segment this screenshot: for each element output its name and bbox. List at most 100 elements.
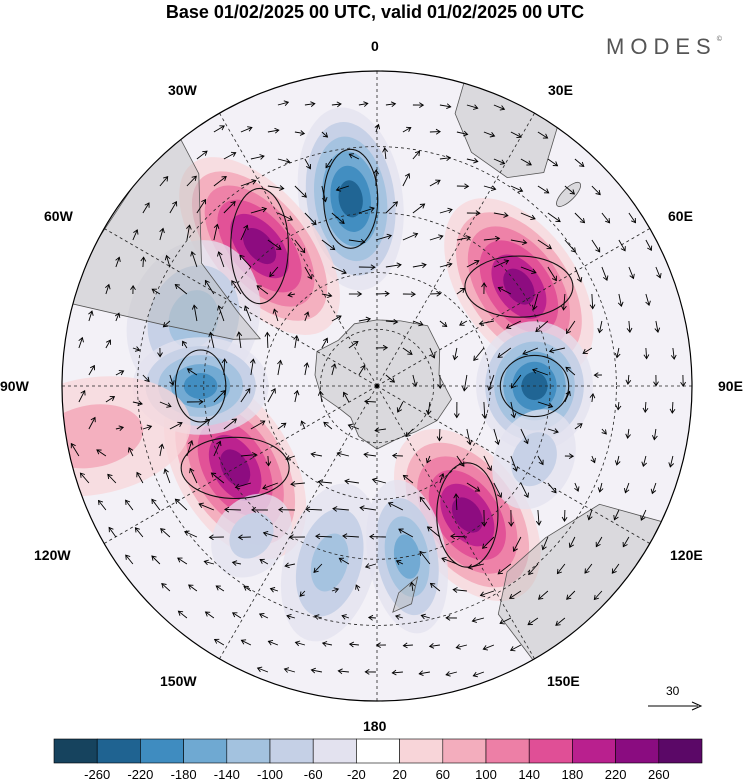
wind-arrow [510,401,517,419]
anomaly-contour [180,436,290,500]
wind-arrow [560,293,567,311]
wind-arrow [582,347,593,354]
anomaly-contour [436,462,499,568]
wind-arrow [237,534,251,541]
wind-arrow [615,401,622,411]
meridian-line [376,113,535,387]
brand-logo: MODES© [606,34,722,60]
wind-arrow [162,320,171,328]
wind-arrow [217,251,225,268]
wind-arrow [331,266,347,275]
wind-arrow [402,347,413,355]
wind-arrow [262,530,279,538]
meridian-line [219,385,378,659]
anomaly-contour [323,148,379,249]
wind-arrow [412,102,425,108]
wind-arrow [367,614,376,621]
wind-arrow [321,185,328,203]
wind-arrow [231,280,242,295]
wind-arrow [466,482,481,492]
wind-arrow [535,320,549,333]
wind-arrow [537,185,550,194]
wind-arrow [537,401,554,409]
wind-arrow [402,232,419,241]
wind-arrow [375,344,389,351]
wind-arrow [272,308,279,322]
wind-arrow [589,393,596,403]
wind-arrow [402,126,412,133]
wind-arrow [243,305,252,322]
wind-arrow [105,339,112,349]
wind-arrow [96,449,107,457]
anomaly-level [338,180,363,218]
wind-arrow [115,370,125,376]
colorbar-segment [269,738,314,764]
wind-arrow [455,643,468,650]
wind-arrow [655,266,662,279]
lon-label-120e: 120E [670,547,703,563]
wind-arrow [584,563,593,574]
wind-arrow [186,439,194,457]
wind-arrow [429,234,444,241]
wind-arrow [668,455,675,468]
wind-arrow [331,587,340,593]
wind-arrow [317,479,332,485]
wind-arrow [305,506,322,513]
anomaly-contour [230,187,289,305]
wind-arrow [163,468,171,484]
wind-arrow [481,509,488,527]
wind-arrow [566,320,576,335]
colorbar-segment [53,738,98,764]
wind-arrow [439,320,448,328]
wind-arrow [105,396,116,403]
wind-arrow [437,374,443,389]
wind-arrow [510,239,528,246]
wind-arrow [466,210,481,216]
wind-arrow [445,615,457,621]
wind-arrow [625,428,631,439]
wind-arrow [330,363,337,376]
wind-arrow [537,590,549,600]
wind-arrow [653,374,659,387]
wind-arrow [396,401,404,413]
reference-vector-head [691,701,703,711]
wind-arrow [565,366,576,376]
wind-arrow [547,212,561,223]
wind-arrow [358,364,366,376]
wind-arrow [336,451,350,457]
wind-arrow [591,239,601,253]
wind-arrow [294,130,306,136]
wind-arrow [532,368,549,376]
colorbar-segment [615,738,660,764]
wind-arrow [479,590,495,598]
wind-arrow [159,176,169,187]
wind-arrow [348,291,363,297]
wind-arrow [537,131,549,139]
wind-arrow [303,362,310,376]
lon-label-180: 180 [363,718,387,734]
wind-arrow [267,388,276,403]
wind-arrow [450,533,467,540]
wind-arrow [402,291,416,298]
wind-arrow [115,256,121,268]
colorbar-segment [96,738,141,764]
wind-arrow [574,266,583,283]
wind-arrow [243,585,252,592]
wind-arrow [114,312,121,322]
wind-arrow [628,212,636,224]
wind-arrow [174,498,188,511]
wind-arrow [294,185,307,198]
anomaly-level [310,533,349,592]
wind-arrow [250,420,266,430]
wind-arrow [429,290,442,297]
reference-vector-label: 30 [666,684,680,698]
wind-arrow [574,423,583,430]
colorbar-tick-label: -180 [170,767,197,782]
wind-arrow [628,266,635,280]
wind-arrow [359,505,376,512]
anomaly-blob [297,107,404,291]
wind-arrow [213,389,226,403]
colorbar-segment [572,738,616,764]
wind-arrow [412,150,421,160]
wind-arrow [374,427,386,433]
